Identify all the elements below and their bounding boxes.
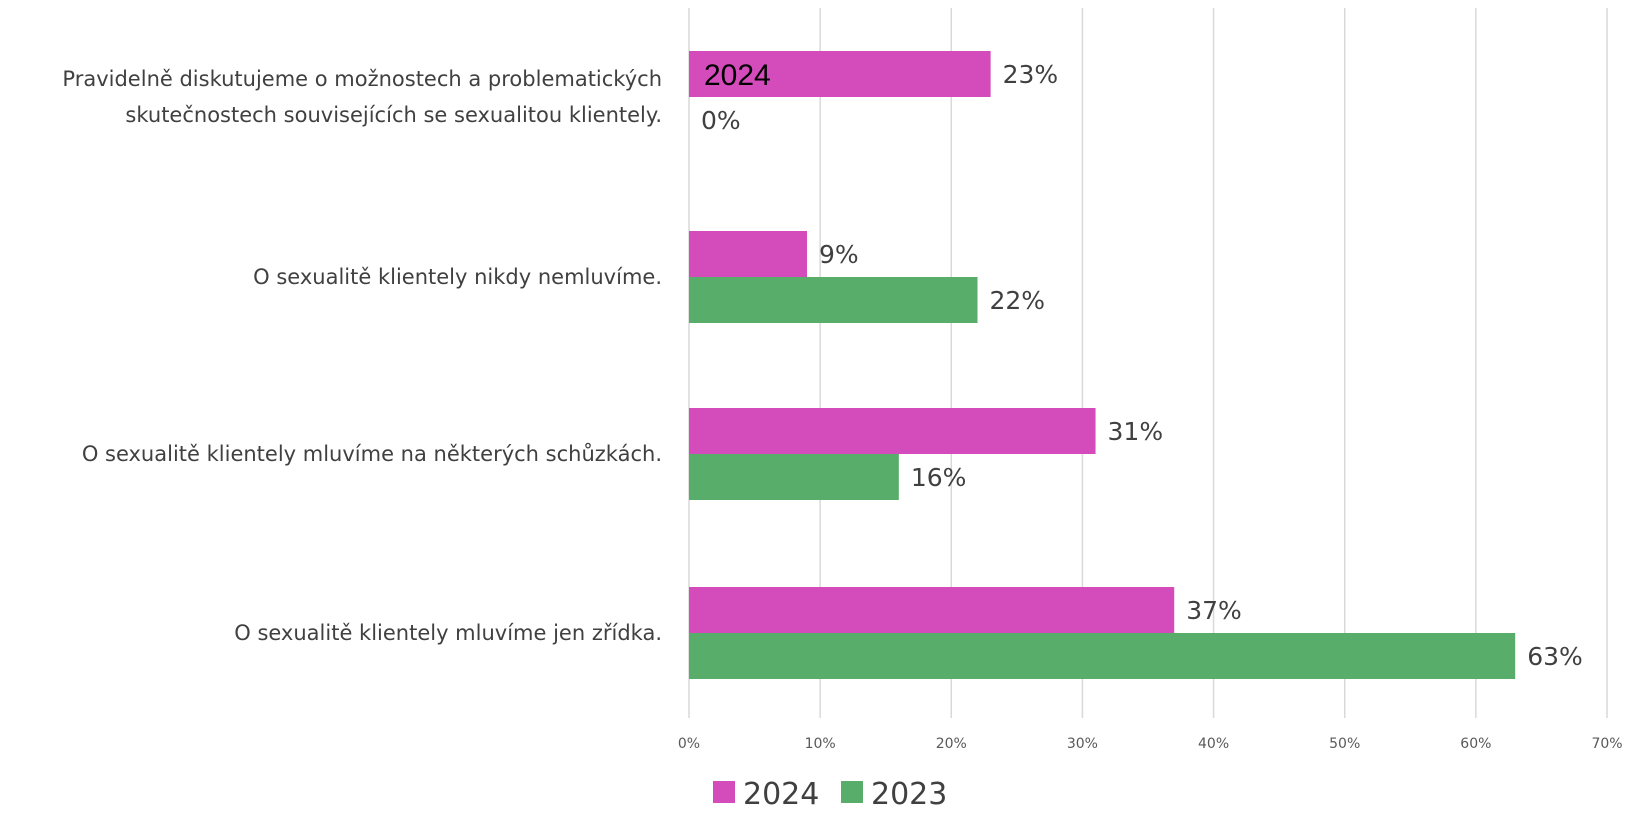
bars: [689, 51, 1516, 679]
x-tick-label: 20%: [936, 736, 967, 752]
legend-label-2024: 2024: [743, 777, 819, 812]
bar-2023: [689, 633, 1516, 679]
data-label-2024: 23%: [1003, 60, 1059, 89]
x-tick-label: 70%: [1591, 736, 1622, 752]
x-tick-label: 30%: [1067, 736, 1098, 752]
bar-2024: [689, 408, 1096, 454]
x-tick-label: 0%: [678, 736, 700, 752]
data-label-2023: 0%: [701, 106, 741, 135]
bar-2024: [689, 587, 1175, 633]
legend-swatch-2024: [713, 781, 735, 803]
bar-2023: [689, 277, 978, 323]
x-tick-label: 40%: [1198, 736, 1229, 752]
x-axis-tick-labels: 0% 10% 20% 30% 40% 50% 60% 70%: [678, 736, 1623, 752]
category-label: O sexualitě klientely nikdy nemluvíme.: [253, 265, 662, 289]
bar-2024: [689, 231, 808, 277]
data-label-2023: 22%: [990, 286, 1046, 315]
legend-label-2023: 2023: [871, 777, 947, 812]
data-label-2024: 37%: [1186, 596, 1242, 625]
bar-2024: [689, 51, 991, 97]
data-label-2024: 31%: [1108, 417, 1164, 446]
gridlines: [688, 8, 1608, 718]
data-label-2023: 63%: [1527, 642, 1583, 671]
legend-swatch-2023: [841, 781, 863, 803]
category-label: skutečnostech souvisejících se sexualito…: [125, 103, 662, 127]
overlay-annotation: 2024: [704, 59, 771, 92]
data-labels: 23% 9% 31% 37% 0% 22% 16% 63%: [701, 60, 1583, 671]
x-tick-label: 60%: [1460, 736, 1491, 752]
category-label: O sexualitě klientely mluvíme na některý…: [82, 442, 662, 466]
legend: 2024 2023: [713, 777, 947, 812]
bar-2023: [689, 454, 899, 500]
data-label-2024: 9%: [819, 240, 859, 269]
bar-overlay-label: 2024: [704, 59, 771, 92]
x-tick-label: 10%: [805, 736, 836, 752]
category-label: O sexualitě klientely mluvíme jen zřídka…: [234, 621, 662, 645]
x-tick-label: 50%: [1329, 736, 1360, 752]
category-labels: Pravidelně diskutujeme o možnostech a pr…: [62, 67, 662, 645]
category-label: Pravidelně diskutujeme o možnostech a pr…: [62, 67, 662, 91]
data-label-2023: 16%: [911, 463, 967, 492]
